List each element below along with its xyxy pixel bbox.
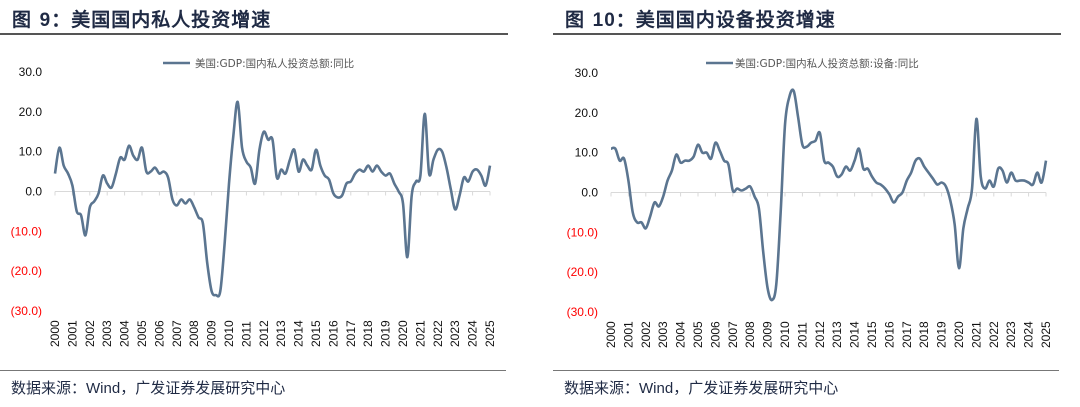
x-tick-label: 2018 bbox=[917, 321, 931, 348]
source-rest: ，广发证券发展研究中心 bbox=[120, 379, 286, 397]
x-tick-label: 2009 bbox=[205, 320, 219, 347]
x-tick-label: 2019 bbox=[379, 320, 393, 347]
figure-title: 图 9：美国国内私人投资增速 bbox=[12, 5, 271, 32]
x-tick-label: 2012 bbox=[257, 320, 271, 347]
line-chart: 30.020.010.00.0(10.0)(20.0)(30.0)2000 200… bbox=[11, 57, 497, 347]
source-prefix: 数据来源： bbox=[564, 379, 640, 397]
legend-label: 美国:GDP:国内私人投资总额:同比 bbox=[195, 57, 354, 70]
x-tick-label: 2010 bbox=[222, 320, 236, 347]
x-tick-label: 2017 bbox=[900, 321, 914, 348]
source-divider bbox=[0, 370, 506, 371]
x-tick-label: 2013 bbox=[830, 321, 844, 348]
y-tick-label: 10.0 bbox=[575, 146, 599, 160]
x-tick-label: 2018 bbox=[361, 320, 375, 347]
x-tick-label: 2023 bbox=[1004, 321, 1018, 348]
source-note: 数据来源：Wind，广发证券发展研究中心 bbox=[11, 377, 285, 398]
x-tick-label: 2019 bbox=[935, 321, 949, 348]
x-tick-label: 2021 bbox=[413, 320, 427, 347]
x-tick-label: 2004 bbox=[118, 320, 132, 347]
title-number: 9： bbox=[39, 10, 72, 31]
y-tick-label: 20.0 bbox=[19, 105, 43, 119]
x-tick-label: 2022 bbox=[987, 321, 1001, 348]
y-tick-label: (20.0) bbox=[567, 265, 598, 279]
y-tick-label: (10.0) bbox=[11, 224, 42, 238]
x-tick-label: 2011 bbox=[795, 322, 809, 348]
y-tick-label: (10.0) bbox=[567, 225, 598, 239]
x-tick-label: 2024 bbox=[466, 320, 480, 347]
x-tick-label: 2011 bbox=[239, 321, 253, 347]
x-tick-label: 2006 bbox=[708, 321, 722, 348]
y-tick-label: (30.0) bbox=[11, 304, 42, 318]
x-tick-label: 2013 bbox=[274, 320, 288, 347]
source-note: 数据来源：Wind，广发证券发展研究中心 bbox=[564, 377, 838, 398]
title-text: 美国国内设备投资增速 bbox=[635, 9, 836, 31]
x-tick-label: 2020 bbox=[396, 320, 410, 347]
figure-title: 图 10：美国国内设备投资增速 bbox=[565, 5, 836, 32]
x-tick-label: 2025 bbox=[483, 320, 497, 347]
title-prefix: 图 bbox=[565, 9, 586, 31]
x-tick-label: 2000 bbox=[48, 320, 62, 347]
x-tick-label: 2014 bbox=[848, 321, 862, 348]
y-tick-label: (20.0) bbox=[11, 264, 42, 278]
title-number: 10： bbox=[592, 10, 636, 31]
x-tick-label: 2006 bbox=[152, 320, 166, 347]
x-tick-label: 2020 bbox=[952, 321, 966, 348]
x-tick-label: 2025 bbox=[1039, 321, 1053, 348]
line-chart: 30.020.010.00.0(10.0)(20.0)(30.0)2000 200… bbox=[567, 57, 1053, 348]
source-divider bbox=[553, 370, 1059, 371]
x-tick-label: 2023 bbox=[448, 320, 462, 347]
x-tick-label: 2009 bbox=[761, 321, 775, 348]
figure-10-panel: 图 10：美国国内设备投资增速 30.0 20.0 10.0 0.0 (10.0) (20… bbox=[553, 0, 1063, 407]
source-rest: ，广发证券发展研究中心 bbox=[673, 379, 839, 397]
series-line bbox=[53, 100, 492, 298]
x-tick-label: 2001 bbox=[65, 320, 79, 347]
x-tick-label: 2010 bbox=[778, 321, 792, 348]
y-tick-label: 0.0 bbox=[581, 186, 598, 200]
source-wind: Wind bbox=[86, 380, 121, 397]
y-tick-label: (30.0) bbox=[567, 305, 598, 319]
x-tick-label: 2024 bbox=[1022, 321, 1036, 348]
x-tick-label: 2000 bbox=[604, 321, 618, 348]
x-tick-label: 2008 bbox=[743, 321, 757, 348]
x-tick-label: 2001 bbox=[621, 321, 635, 348]
x-tick-label: 2003 bbox=[100, 320, 114, 347]
y-tick-label: 30.0 bbox=[19, 65, 43, 79]
x-tick-label: 2004 bbox=[674, 321, 688, 348]
source-prefix: 数据来源： bbox=[11, 379, 87, 397]
x-tick-label: 2007 bbox=[170, 320, 184, 347]
x-tick-label: 2008 bbox=[187, 320, 201, 347]
x-tick-label: 2005 bbox=[135, 320, 149, 347]
y-tick-label: 30.0 bbox=[575, 66, 599, 80]
x-tick-label: 2015 bbox=[309, 320, 323, 347]
title-prefix: 图 bbox=[12, 9, 33, 31]
x-tick-label: 2012 bbox=[813, 321, 827, 348]
legend-label: 美国:GDP:国内私人投资总额:设备:同比 bbox=[735, 57, 919, 70]
x-tick-label: 2022 bbox=[431, 320, 445, 347]
x-tick-label: 2016 bbox=[326, 320, 340, 347]
x-tick-label: 2003 bbox=[656, 321, 670, 348]
x-tick-label: 2016 bbox=[882, 321, 896, 348]
x-tick-label: 2017 bbox=[344, 320, 358, 347]
y-tick-label: 20.0 bbox=[575, 106, 599, 120]
y-tick-label: 0.0 bbox=[25, 185, 42, 199]
title-divider bbox=[553, 33, 1061, 35]
x-tick-label: 2002 bbox=[639, 321, 653, 348]
x-tick-label: 2005 bbox=[691, 321, 705, 348]
x-tick-label: 2015 bbox=[865, 321, 879, 348]
source-wind: Wind bbox=[639, 380, 674, 397]
title-text: 美国国内私人投资增速 bbox=[71, 9, 272, 31]
title-divider bbox=[0, 33, 508, 35]
x-tick-label: 2002 bbox=[83, 320, 97, 347]
x-tick-label: 2007 bbox=[726, 321, 740, 348]
y-tick-label: 10.0 bbox=[19, 145, 43, 159]
x-tick-label: 2021 bbox=[969, 321, 983, 348]
series-line bbox=[610, 88, 1048, 302]
figure-9-panel: 图 9：美国国内私人投资增速 30.0 20.0 10.0 0.0 (10.0) (20.… bbox=[0, 0, 510, 407]
x-tick-label: 2014 bbox=[292, 320, 306, 347]
